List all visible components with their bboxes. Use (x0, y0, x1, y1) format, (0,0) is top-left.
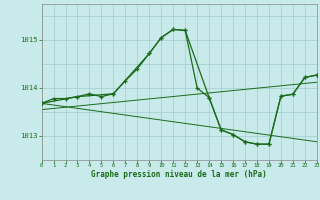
X-axis label: Graphe pression niveau de la mer (hPa): Graphe pression niveau de la mer (hPa) (91, 170, 267, 179)
